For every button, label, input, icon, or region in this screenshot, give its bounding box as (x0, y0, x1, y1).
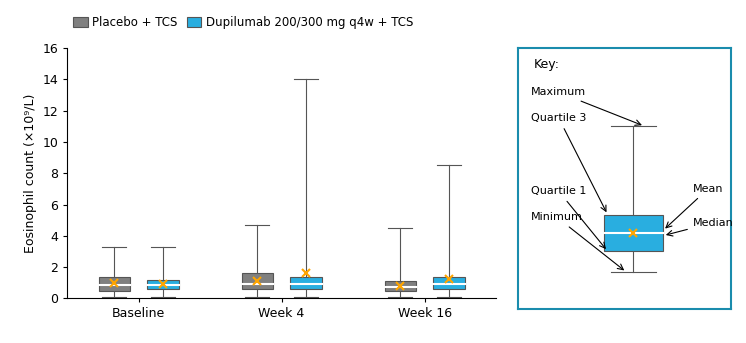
Text: Median: Median (667, 218, 733, 236)
Text: Minimum: Minimum (531, 212, 624, 270)
FancyBboxPatch shape (147, 280, 178, 289)
Text: Quartile 1: Quartile 1 (531, 186, 605, 248)
FancyBboxPatch shape (604, 215, 663, 251)
FancyBboxPatch shape (242, 273, 273, 289)
FancyBboxPatch shape (290, 276, 322, 289)
FancyBboxPatch shape (433, 276, 465, 289)
Text: Maximum: Maximum (531, 87, 641, 125)
Text: Quartile 3: Quartile 3 (531, 114, 606, 211)
FancyBboxPatch shape (98, 276, 130, 291)
Text: Key:: Key: (533, 58, 560, 71)
Text: Mean: Mean (666, 184, 724, 228)
Legend: Placebo + TCS, Dupilumab 200/300 mg q4w + TCS: Placebo + TCS, Dupilumab 200/300 mg q4w … (69, 11, 419, 34)
Y-axis label: Eosinophil count (×10⁹/L): Eosinophil count (×10⁹/L) (24, 94, 37, 253)
FancyBboxPatch shape (385, 281, 416, 291)
